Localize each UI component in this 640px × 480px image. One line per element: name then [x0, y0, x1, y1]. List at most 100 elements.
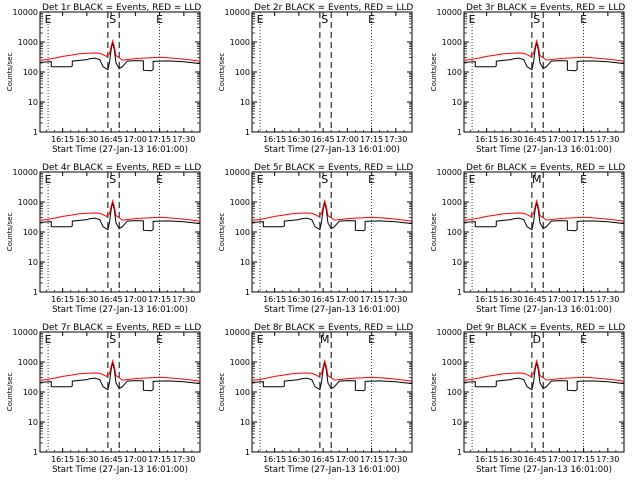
- x-tick-label: 16:30: [75, 455, 98, 464]
- y-tick-label: 10000: [13, 8, 38, 17]
- y-axis-label: Counts/sec: [6, 213, 14, 252]
- y-tick-label: 1: [457, 448, 462, 457]
- marker-letter: E: [257, 173, 264, 186]
- x-tick-label: 17:15: [572, 135, 595, 144]
- x-tick-label: 17:15: [360, 455, 383, 464]
- lld-series-line: [39, 198, 201, 222]
- y-tick-label: 100: [447, 228, 462, 237]
- lld-series-line: [39, 358, 201, 382]
- y-tick-label: 100: [23, 228, 38, 237]
- x-tick-label: 17:00: [336, 455, 359, 464]
- lld-series-line: [463, 198, 625, 222]
- x-axis-label: Start Time (27-Jan-13 16:01:00): [264, 305, 400, 315]
- y-tick-label: 10: [28, 258, 38, 267]
- marker-letter: E: [45, 13, 52, 26]
- marker-letter: E: [45, 173, 52, 186]
- marker-letter: E: [580, 333, 587, 346]
- x-tick-label: 17:30: [172, 135, 195, 144]
- y-tick-label: 1: [457, 128, 462, 137]
- x-axis-label: Start Time (27-Jan-13 16:01:00): [52, 465, 188, 475]
- events-series-line: [39, 202, 201, 232]
- y-tick-label: 10: [452, 418, 462, 427]
- y-tick-label: 10: [240, 418, 250, 427]
- panel-title: Det 4r BLACK = Events, RED = LLD: [42, 163, 201, 173]
- x-tick-label: 16:45: [524, 455, 547, 464]
- y-tick-label: 100: [235, 388, 250, 397]
- x-tick-label: 16:45: [312, 455, 335, 464]
- y-tick-label: 10000: [437, 328, 462, 337]
- lld-series-line: [39, 38, 201, 62]
- y-tick-label: 1000: [442, 198, 462, 207]
- y-tick-label: 1: [457, 288, 462, 297]
- y-tick-label: 1: [245, 448, 250, 457]
- y-tick-label: 1000: [230, 358, 250, 367]
- y-tick-label: 10000: [437, 168, 462, 177]
- y-tick-label: 10000: [225, 168, 250, 177]
- x-tick-label: 17:30: [172, 455, 195, 464]
- x-axis-label: Start Time (27-Jan-13 16:01:00): [264, 465, 400, 475]
- x-tick-label: 16:15: [51, 135, 74, 144]
- x-tick-label: 16:30: [287, 135, 310, 144]
- y-axis-label: Counts/sec: [430, 213, 438, 252]
- panel-title: Det 1r BLACK = Events, RED = LLD: [42, 3, 201, 13]
- y-tick-label: 1000: [18, 358, 38, 367]
- panel-title: Det 7r BLACK = Events, RED = LLD: [42, 323, 201, 333]
- x-tick-label: 17:30: [596, 455, 619, 464]
- x-tick-label: 16:45: [100, 135, 123, 144]
- x-tick-label: 16:30: [499, 135, 522, 144]
- plot-frame: [251, 331, 413, 453]
- x-tick-label: 16:15: [475, 135, 498, 144]
- marker-letter: S: [321, 173, 328, 186]
- x-axis-label: Start Time (27-Jan-13 16:01:00): [264, 145, 400, 155]
- y-axis-label: Counts/sec: [218, 373, 226, 412]
- marker-letter: E: [156, 333, 163, 346]
- x-tick-label: 17:00: [124, 295, 147, 304]
- x-tick-label: 17:00: [124, 135, 147, 144]
- x-tick-label: 16:45: [524, 295, 547, 304]
- y-tick-label: 100: [447, 68, 462, 77]
- x-tick-label: 17:00: [336, 295, 359, 304]
- x-tick-label: 16:45: [312, 295, 335, 304]
- y-tick-label: 10000: [13, 168, 38, 177]
- x-axis-label: Start Time (27-Jan-13 16:01:00): [476, 305, 612, 315]
- x-axis-label: Start Time (27-Jan-13 16:01:00): [52, 305, 188, 315]
- marker-letter: E: [368, 13, 375, 26]
- x-tick-label: 16:15: [475, 295, 498, 304]
- x-tick-label: 16:30: [75, 295, 98, 304]
- x-tick-label: 17:15: [148, 455, 171, 464]
- x-tick-label: 17:00: [336, 135, 359, 144]
- x-tick-label: 17:15: [572, 295, 595, 304]
- x-tick-label: 16:15: [51, 455, 74, 464]
- y-axis-label: Counts/sec: [6, 373, 14, 412]
- events-series-line: [251, 202, 413, 232]
- y-tick-label: 100: [235, 68, 250, 77]
- marker-letter: S: [321, 13, 328, 26]
- y-tick-label: 1: [33, 288, 38, 297]
- x-tick-label: 16:45: [524, 135, 547, 144]
- marker-letter: E: [469, 13, 476, 26]
- y-axis-label: Counts/sec: [430, 373, 438, 412]
- x-tick-label: 16:45: [100, 295, 123, 304]
- marker-letter: M: [532, 173, 542, 186]
- panel-title: Det 3r BLACK = Events, RED = LLD: [466, 3, 625, 13]
- y-tick-label: 1000: [230, 38, 250, 47]
- y-tick-label: 10000: [437, 8, 462, 17]
- x-axis-label: Start Time (27-Jan-13 16:01:00): [476, 145, 612, 155]
- marker-letter: S: [109, 13, 116, 26]
- x-tick-label: 17:30: [596, 135, 619, 144]
- plot-frame: [39, 331, 201, 453]
- marker-letter: E: [156, 13, 163, 26]
- x-tick-label: 17:30: [384, 135, 407, 144]
- y-axis-label: Counts/sec: [218, 213, 226, 252]
- marker-letter: D: [532, 333, 540, 346]
- x-tick-label: 16:45: [312, 135, 335, 144]
- panel-title: Det 8r BLACK = Events, RED = LLD: [254, 323, 413, 333]
- y-tick-label: 10000: [225, 328, 250, 337]
